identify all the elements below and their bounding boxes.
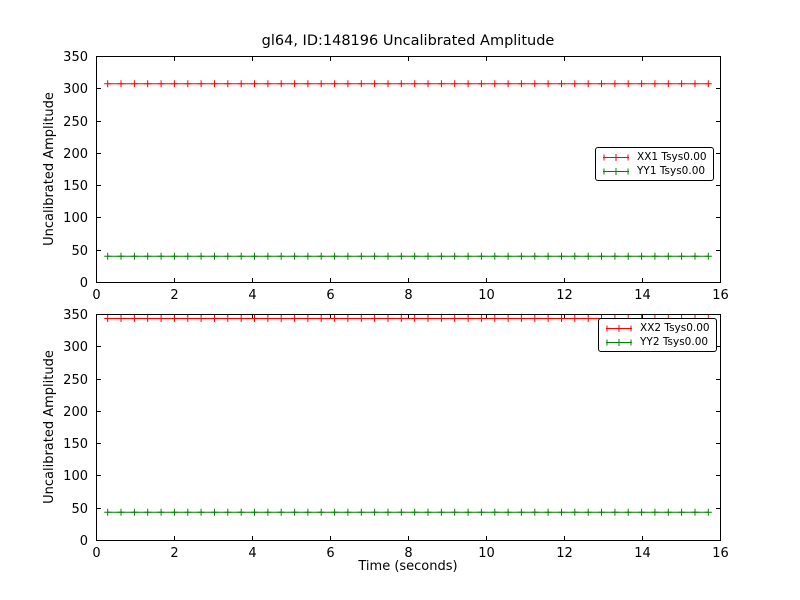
legend-subplot-top: XX1 Tsys0.00 YY1 Tsys0.00 (595, 147, 714, 181)
svg-text:16: 16 (712, 546, 729, 561)
svg-text:300: 300 (63, 340, 88, 355)
svg-text:150: 150 (63, 179, 88, 194)
svg-text:10: 10 (478, 288, 495, 303)
svg-text:0: 0 (80, 534, 88, 549)
svg-text:350: 350 (63, 308, 88, 323)
svg-text:250: 250 (63, 115, 88, 130)
svg-text:50: 50 (71, 502, 88, 517)
legend-label: YY2 Tsys0.00 (640, 336, 709, 348)
svg-text:12: 12 (556, 288, 573, 303)
svg-text:200: 200 (63, 405, 88, 420)
legend-label: XX1 Tsys0.00 (637, 151, 707, 163)
errorbar-sample-icon (606, 338, 632, 346)
svg-text:0: 0 (92, 546, 100, 561)
svg-text:6: 6 (326, 288, 334, 303)
x-axis-label: Time (seconds) (358, 559, 458, 574)
svg-text:300: 300 (63, 82, 88, 97)
svg-text:6: 6 (326, 546, 334, 561)
legend-entry-yy2: YY2 Tsys0.00 (604, 336, 710, 348)
svg-text:100: 100 (63, 211, 88, 226)
legend-entry-xx1: XX1 Tsys0.00 (601, 151, 707, 163)
svg-text:2: 2 (170, 288, 178, 303)
svg-text:16: 16 (712, 288, 729, 303)
svg-text:150: 150 (63, 437, 88, 452)
svg-text:14: 14 (634, 546, 651, 561)
legend-label: YY1 Tsys0.00 (637, 165, 706, 177)
errorbar-sample-icon (603, 153, 629, 161)
errorbar-sample-icon (603, 167, 629, 175)
svg-text:350: 350 (63, 50, 88, 65)
svg-text:100: 100 (63, 469, 88, 484)
svg-text:200: 200 (63, 147, 88, 162)
svg-text:12: 12 (556, 546, 573, 561)
svg-text:0: 0 (92, 288, 100, 303)
svg-text:4: 4 (248, 546, 256, 561)
svg-text:50: 50 (71, 244, 88, 259)
legend-entry-yy1: YY1 Tsys0.00 (601, 165, 707, 177)
legend-entry-xx2: XX2 Tsys0.00 (604, 322, 710, 334)
svg-text:8: 8 (404, 546, 412, 561)
svg-text:250: 250 (63, 373, 88, 388)
legend-label: XX2 Tsys0.00 (640, 322, 710, 334)
legend-subplot-bottom: XX2 Tsys0.00 YY2 Tsys0.00 (598, 318, 717, 352)
svg-text:10: 10 (478, 546, 495, 561)
svg-text:0: 0 (80, 276, 88, 291)
svg-text:4: 4 (248, 288, 256, 303)
svg-text:14: 14 (634, 288, 651, 303)
svg-text:8: 8 (404, 288, 412, 303)
svg-text:2: 2 (170, 546, 178, 561)
chart-title: gl64, ID:148196 Uncalibrated Amplitude (261, 33, 555, 49)
errorbar-sample-icon (606, 324, 632, 332)
